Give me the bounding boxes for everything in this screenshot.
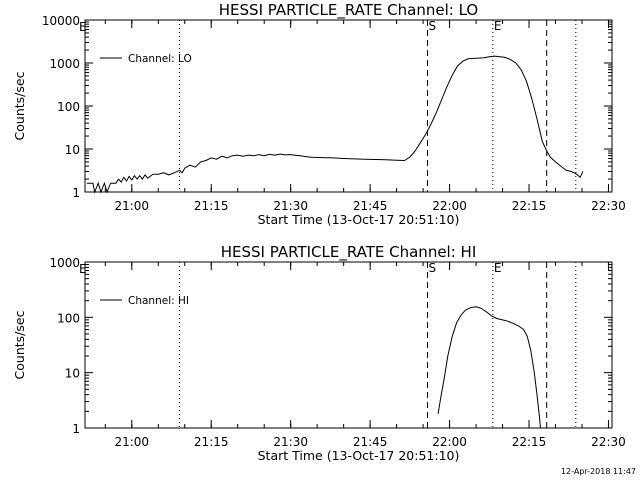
event-marker-label: E: [494, 19, 502, 33]
x-tick-label: 22:00: [432, 199, 467, 213]
chart-title: HESSI PARTICLE_RATE Channel: LO: [219, 1, 478, 20]
y-axis-label: Counts/sec: [12, 71, 27, 140]
y-tick-label: 1: [72, 186, 80, 200]
x-tick-label: 21:15: [194, 199, 229, 213]
series-line: [86, 55, 584, 194]
y-tick-label: 1000: [49, 256, 80, 270]
y-tick-label: 1000: [49, 57, 80, 71]
x-tick-label: 22:30: [591, 199, 626, 213]
chart-panel-2: HESSI PARTICLE_RATE Channel: HI Start Tim…: [12, 243, 626, 463]
corner-label: E: [79, 262, 87, 276]
x-tick-label: 22:15: [512, 199, 547, 213]
plot-frame: [84, 261, 613, 429]
plot-frame: [84, 19, 613, 193]
x-tick-label: 21:45: [353, 199, 388, 213]
x-tick-label: 21:30: [273, 435, 308, 449]
x-tick-label: 21:15: [194, 435, 229, 449]
corner-label: E: [79, 20, 87, 34]
x-tick-label: 21:30: [273, 199, 308, 213]
x-tick-label: 21:45: [353, 435, 388, 449]
legend-entry: Channel: HI: [128, 295, 189, 307]
y-tick-label: 1: [72, 422, 80, 436]
event-marker-label: E: [494, 261, 502, 275]
x-tick-label: 21:00: [114, 435, 149, 449]
x-axis-label: Start Time (13-Oct-17 20:51:10): [258, 212, 460, 227]
event-marker-label: S: [429, 261, 437, 275]
y-tick-label: 100: [57, 311, 80, 325]
series-line: [437, 306, 541, 429]
event-marker-label: S: [429, 19, 437, 33]
y-axis-label: Counts/sec: [12, 310, 27, 379]
y-tick-label: 10: [65, 367, 80, 381]
x-tick-label: 22:15: [512, 435, 547, 449]
y-tick-label: 10: [65, 143, 80, 157]
x-axis-label: Start Time (13-Oct-17 20:51:10): [258, 448, 460, 463]
chart-panel-1: HESSI PARTICLE_RATE Channel: LO Start Tim…: [12, 1, 626, 227]
chart-title: HESSI PARTICLE_RATE Channel: HI: [221, 243, 477, 262]
x-tick-label: 22:30: [591, 435, 626, 449]
legend-entry: Channel: LO: [128, 53, 192, 65]
x-tick-label: 22:00: [432, 435, 467, 449]
x-tick-label: 21:00: [114, 199, 149, 213]
y-tick-label: 100: [57, 100, 80, 114]
plot-timestamp: 12-Apr-2018 11:47: [560, 467, 636, 476]
y-tick-label: 10000: [42, 14, 80, 28]
